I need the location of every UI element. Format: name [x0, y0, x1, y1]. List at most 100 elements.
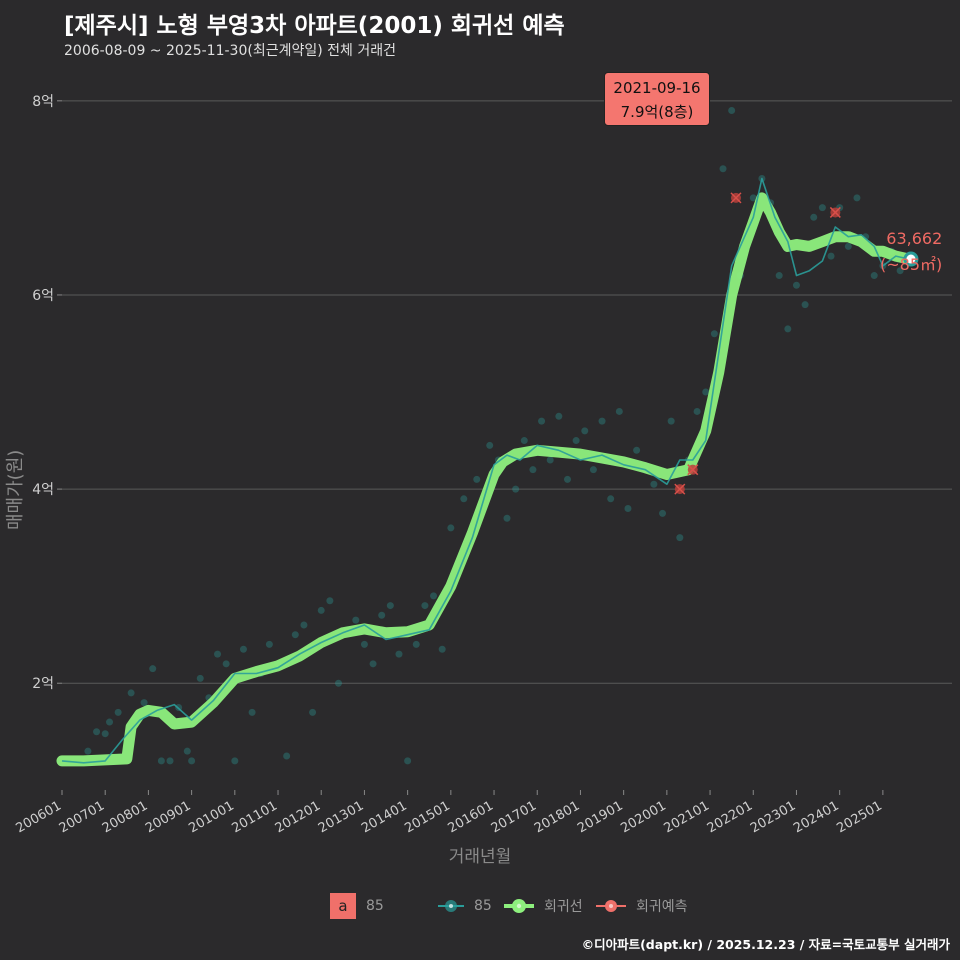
transaction-point — [844, 242, 852, 250]
last-price-label: 63,662 (~85㎡) — [880, 226, 942, 278]
regression-line — [56, 192, 915, 767]
transaction-point — [512, 485, 520, 493]
transaction-point — [283, 752, 291, 760]
x-tick-label: 201701 — [489, 798, 539, 836]
x-tick-label: 201901 — [575, 798, 625, 836]
series-85-line — [61, 177, 909, 764]
x-tick-label: 200901 — [143, 798, 193, 836]
source-credit: ©디아파트(dapt.kr) / 2025.12.23 / 자료=국토교통부 실… — [581, 937, 950, 952]
transaction-point — [369, 660, 377, 668]
legend-text-key: a 85 — [330, 892, 384, 920]
transaction-point — [149, 665, 157, 673]
legend: a 85 85 회귀선 회귀예측 — [0, 892, 960, 920]
forecast-cross — [687, 464, 699, 476]
chart-subtitle: 2006-08-09 ~ 2025-11-30(최근계약일) 전체 거래건 — [64, 43, 396, 59]
transaction-point — [222, 660, 230, 668]
last-price-area: (~85㎡) — [880, 255, 943, 274]
last-price-value: 63,662 — [886, 229, 943, 248]
transaction-point — [659, 509, 667, 517]
transaction-point — [378, 611, 386, 619]
transaction-point — [421, 602, 429, 610]
transaction-point — [412, 640, 420, 648]
transaction-point — [633, 446, 641, 454]
y-tick-label: 4억 — [32, 482, 54, 498]
x-tick-label: 201501 — [402, 798, 452, 836]
transaction-point — [196, 674, 204, 682]
x-tick-label: 200801 — [100, 798, 150, 836]
transaction-point — [395, 650, 403, 658]
legend-regression-label: 회귀선 — [544, 899, 583, 915]
max-price-tooltip: 2021-09-16 7.9억(8층) — [604, 72, 710, 126]
x-tick-label: 202101 — [662, 798, 712, 836]
legend-series-85: 85 — [436, 892, 492, 920]
forecast-cross — [730, 192, 742, 204]
legend-text-swatch: a — [330, 893, 356, 919]
x-tick-label: 202301 — [748, 798, 798, 836]
transaction-point — [728, 107, 736, 115]
x-tick-label: 201301 — [316, 798, 366, 836]
transaction-point — [114, 708, 122, 716]
transaction-point — [231, 757, 239, 765]
transaction-point — [572, 437, 580, 445]
tooltip-date: 2021-09-16 — [613, 79, 701, 97]
transaction-point — [546, 456, 554, 464]
transaction-point — [555, 412, 563, 420]
transaction-point — [693, 407, 701, 415]
x-tick-label: 201801 — [532, 798, 582, 836]
transaction-point — [140, 699, 148, 707]
transaction-point — [624, 505, 632, 513]
x-axis-title: 거래년월 — [448, 847, 512, 867]
transaction-point — [503, 514, 511, 522]
transaction-point — [563, 475, 571, 483]
transaction-point — [214, 650, 222, 658]
transaction-point — [827, 252, 835, 260]
forecast-cross — [829, 206, 841, 218]
transaction-point — [183, 747, 191, 755]
legend-text-label: 85 — [366, 898, 384, 914]
y-tick-label: 2억 — [32, 676, 54, 692]
transaction-point — [460, 495, 468, 503]
transaction-point — [106, 718, 114, 726]
transaction-point — [529, 466, 537, 474]
x-tick-label: 201001 — [186, 798, 236, 836]
transaction-point — [265, 640, 273, 648]
regression-legend-icon — [504, 899, 534, 913]
transaction-point — [360, 640, 368, 648]
transaction-point — [719, 165, 727, 173]
transaction-point — [801, 301, 809, 309]
transaction-point — [473, 475, 481, 483]
transaction-point — [598, 417, 606, 425]
transaction-point — [581, 427, 589, 435]
transaction-point — [650, 480, 658, 488]
forecast-cross — [674, 483, 686, 495]
transaction-point — [589, 466, 597, 474]
transaction-point — [386, 602, 394, 610]
transaction-point — [447, 524, 455, 532]
x-tick-label: 200601 — [14, 798, 64, 836]
x-tick-label: 202201 — [705, 798, 755, 836]
series-85-legend-icon — [438, 900, 464, 912]
legend-forecast: 회귀예측 — [594, 892, 688, 920]
transaction-point — [520, 437, 528, 445]
forecast-legend-icon — [596, 900, 626, 912]
transaction-point — [896, 267, 904, 275]
legend-regression: 회귀선 — [502, 892, 583, 920]
transaction-point — [676, 534, 684, 542]
x-tick-label: 200701 — [57, 798, 107, 836]
transaction-point — [870, 272, 878, 280]
x-tick-label: 202401 — [791, 798, 841, 836]
transaction-point — [538, 417, 546, 425]
transaction-point — [667, 417, 675, 425]
x-tick-label: 202501 — [834, 798, 884, 836]
transaction-point — [775, 272, 783, 280]
tooltip-value: 7.9억(8층) — [620, 103, 694, 121]
legend-forecast-label: 회귀예측 — [636, 899, 688, 915]
legend-series-85-label: 85 — [474, 898, 492, 914]
transaction-point — [93, 728, 101, 736]
transaction-point — [818, 204, 826, 212]
transaction-point — [248, 708, 256, 716]
transaction-point — [352, 616, 360, 624]
x-tick-label: 202001 — [618, 798, 668, 836]
transaction-point — [710, 330, 718, 338]
